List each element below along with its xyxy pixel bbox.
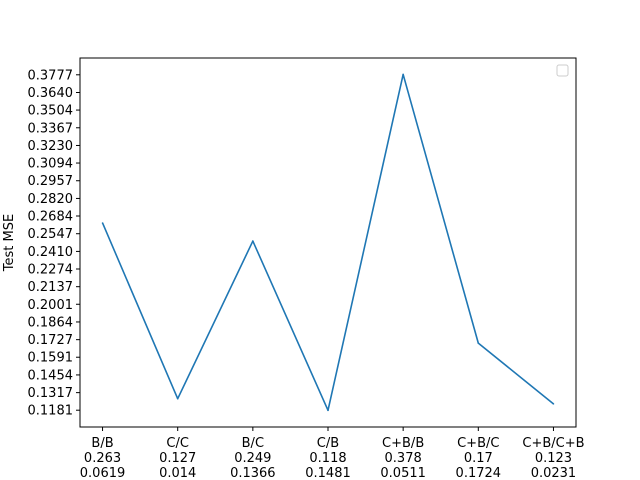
x-tick-label-3-0: C/B bbox=[317, 436, 339, 451]
x-tick-label-5-0: C+B/C bbox=[457, 436, 499, 451]
data-point-0-2 bbox=[252, 240, 254, 242]
y-tick-label-2: 0.1454 bbox=[28, 368, 74, 383]
y-tick-label-13: 0.2957 bbox=[28, 174, 74, 189]
legend-box bbox=[556, 64, 569, 77]
y-tick-label-19: 0.3777 bbox=[28, 68, 74, 83]
y-tick-label-10: 0.2547 bbox=[28, 227, 74, 242]
y-tick-label-17: 0.3504 bbox=[28, 104, 74, 119]
data-point-0-5 bbox=[477, 342, 480, 344]
y-tick-label-9: 0.2410 bbox=[28, 245, 74, 260]
x-tick-label-4-2: 0.0511 bbox=[380, 466, 426, 480]
y-tick-label-12: 0.2820 bbox=[28, 192, 74, 207]
x-tick-label-4-1: 0.378 bbox=[385, 451, 422, 466]
y-tick-label-18: 0.3640 bbox=[28, 86, 74, 101]
x-tick-label-1-0: C/C bbox=[166, 436, 189, 451]
y-tick-label-1: 0.1317 bbox=[28, 386, 74, 401]
x-tick-label-3-2: 0.1481 bbox=[305, 466, 351, 480]
y-tick-label-4: 0.1727 bbox=[28, 333, 74, 348]
data-point-0-1 bbox=[176, 397, 179, 400]
x-tick-label-2-2: 0.1366 bbox=[230, 466, 276, 480]
x-tick-label-5-2: 0.1724 bbox=[456, 466, 502, 480]
y-tick-label-6: 0.2001 bbox=[28, 298, 74, 313]
data-point-0-3 bbox=[327, 409, 329, 412]
x-tick-label-3-1: 0.118 bbox=[309, 451, 346, 466]
y-tick-label-5: 0.1864 bbox=[28, 315, 74, 330]
data-point-0-6 bbox=[552, 403, 555, 405]
y-tick-label-15: 0.3230 bbox=[28, 139, 74, 154]
x-tick-label-6-2: 0.0231 bbox=[531, 466, 577, 480]
y-tick-label-7: 0.2137 bbox=[28, 280, 74, 295]
x-tick-label-0-2: 0.0619 bbox=[80, 466, 126, 480]
x-tick-label-6-0: C+B/C+B bbox=[522, 436, 584, 451]
x-tick-label-5-1: 0.17 bbox=[464, 451, 493, 466]
y-tick-label-16: 0.3367 bbox=[28, 121, 74, 136]
data-point-0-4 bbox=[402, 73, 404, 76]
x-tick-label-1-2: 0.014 bbox=[159, 466, 196, 480]
y-axis-label: Test MSE bbox=[2, 214, 17, 272]
x-tick-label-2-0: B/C bbox=[242, 436, 264, 451]
x-tick-label-2-1: 0.249 bbox=[234, 451, 271, 466]
x-tick-label-1-1: 0.127 bbox=[159, 451, 196, 466]
y-tick-label-14: 0.3094 bbox=[28, 157, 74, 172]
data-point-0-0 bbox=[101, 222, 104, 224]
y-tick-label-11: 0.2684 bbox=[28, 210, 74, 225]
x-tick-label-4-0: C+B/B bbox=[382, 436, 424, 451]
x-tick-label-0-0: B/B bbox=[91, 436, 113, 451]
y-tick-label-3: 0.1591 bbox=[28, 351, 74, 366]
y-tick-label-0: 0.1181 bbox=[28, 404, 74, 419]
x-tick-label-6-1: 0.123 bbox=[535, 451, 572, 466]
x-tick-label-0-1: 0.263 bbox=[84, 451, 121, 466]
y-tick-label-8: 0.2274 bbox=[28, 262, 74, 277]
